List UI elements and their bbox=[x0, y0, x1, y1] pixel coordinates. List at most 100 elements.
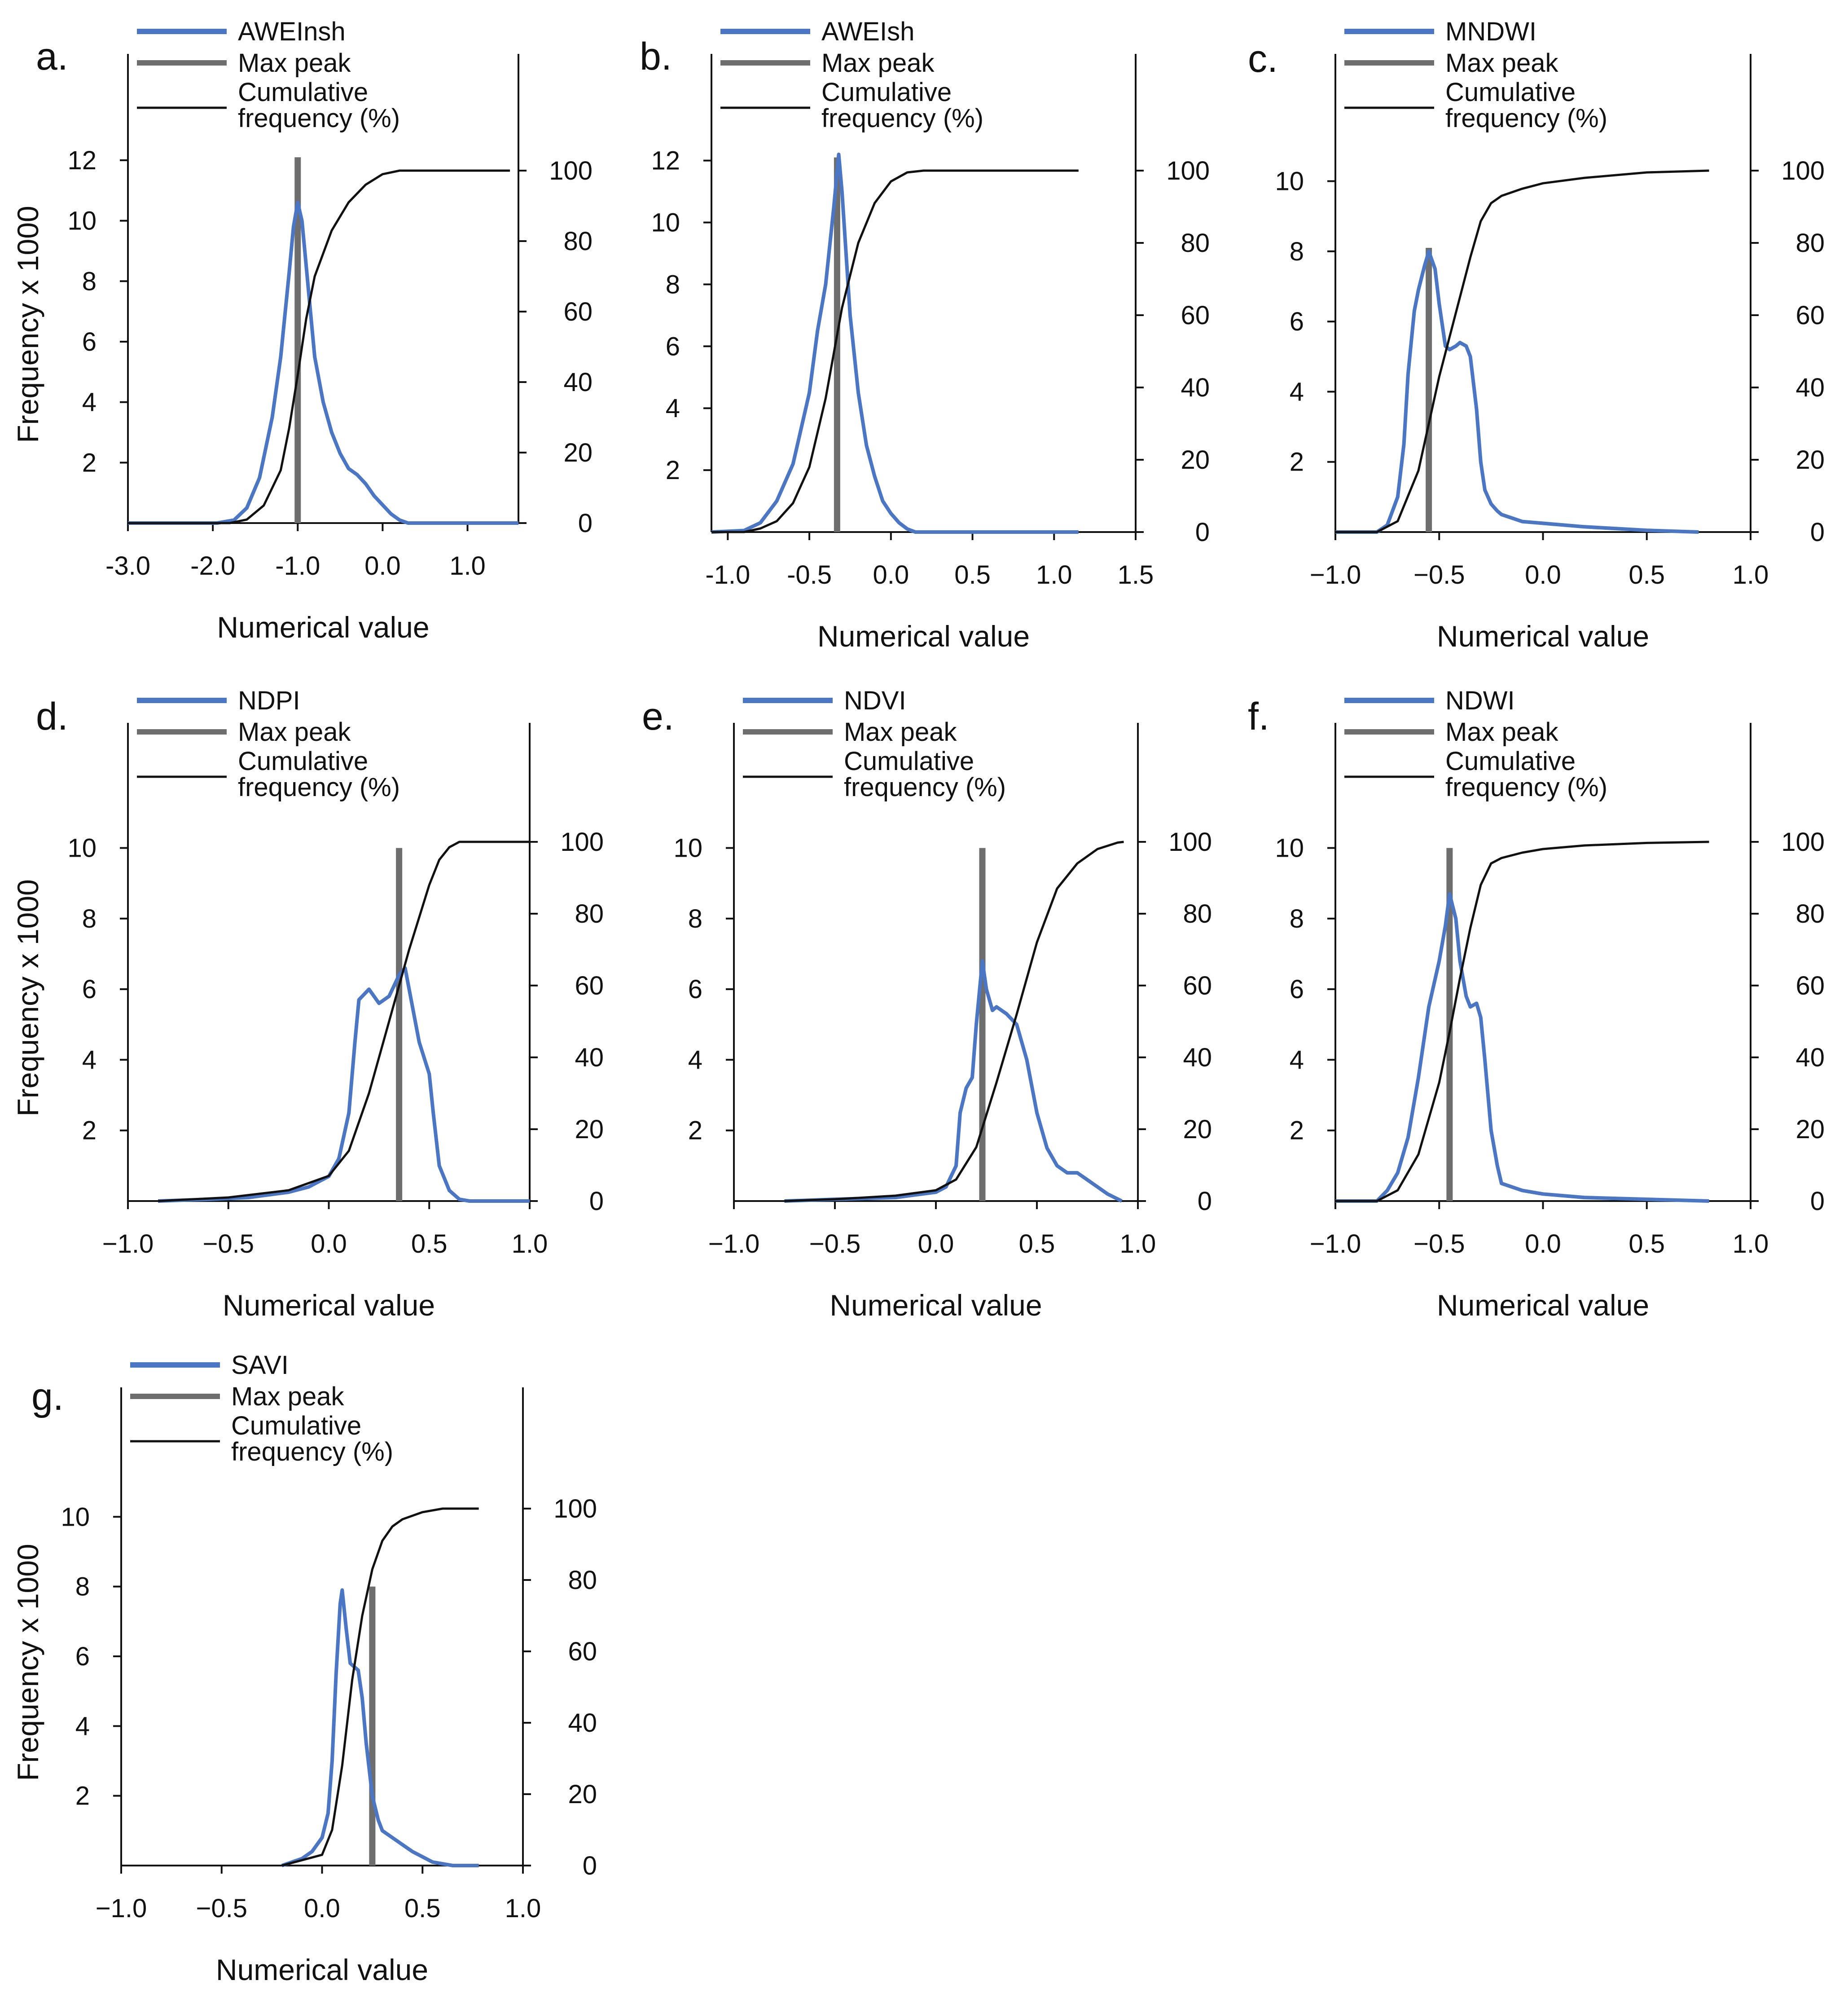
legend-label-peak: Max peak bbox=[1445, 717, 1558, 747]
y2-tick-label: 60 bbox=[1795, 971, 1825, 1000]
frequency-line bbox=[128, 201, 518, 525]
legend-label-cumulative-line: frequency (%) bbox=[238, 773, 400, 802]
legend-label-frequency: NDVI bbox=[844, 686, 906, 715]
y2-tick-label: 100 bbox=[560, 827, 604, 857]
legend-label-peak: Max peak bbox=[231, 1382, 344, 1411]
x-tick-label: 1.0 bbox=[449, 551, 486, 581]
cumulative-line bbox=[128, 169, 510, 524]
x-tick-label: 1.0 bbox=[1733, 1229, 1769, 1259]
y-tick-label: 6 bbox=[82, 975, 97, 1004]
y-tick-label: 2 bbox=[666, 456, 680, 485]
frequency-line bbox=[158, 966, 530, 1203]
y-tick-label: 4 bbox=[1290, 1045, 1304, 1074]
y2-tick-label: 60 bbox=[575, 971, 604, 1000]
legend-label-cumulative-line: frequency (%) bbox=[238, 104, 400, 133]
legend-label-cumulative-line: Cumulative bbox=[1445, 747, 1576, 776]
y2-tick-label: 40 bbox=[575, 1043, 604, 1072]
y2-tick-label: 80 bbox=[568, 1566, 597, 1595]
legend-label-cumulative-line: Cumulative bbox=[238, 747, 368, 776]
x-tick-label: −1.0 bbox=[1310, 560, 1361, 590]
legend-label-cumulative: Cumulative frequency (%) bbox=[1445, 747, 1607, 802]
x-tick-label: 0.5 bbox=[1019, 1229, 1055, 1259]
legend-label-frequency: NDPI bbox=[238, 686, 300, 715]
x-tick-label: −0.5 bbox=[196, 1894, 248, 1923]
x-tick-label: −0.5 bbox=[203, 1229, 255, 1259]
x-tick-label: -2.0 bbox=[190, 551, 235, 581]
panel-label: g. bbox=[31, 1375, 64, 1418]
y-tick-label: 8 bbox=[666, 270, 680, 299]
y2-tick-label: 60 bbox=[1795, 301, 1825, 330]
y2-tick-label: 100 bbox=[1168, 827, 1212, 857]
y2-tick-label: 0 bbox=[1810, 518, 1825, 547]
x-tick-label: -3.0 bbox=[105, 551, 150, 581]
y-tick-label: 4 bbox=[75, 1712, 90, 1741]
x-tick-label: 1.0 bbox=[1733, 560, 1769, 590]
y2-tick-label: 80 bbox=[575, 899, 604, 929]
legend-label-cumulative: Cumulative frequency (%) bbox=[238, 747, 400, 802]
legend-label-cumulative-line: Cumulative bbox=[821, 78, 952, 107]
y-tick-label: 2 bbox=[82, 1116, 97, 1145]
x-tick-label: −1.0 bbox=[102, 1229, 154, 1259]
y-tick-label: 10 bbox=[67, 207, 97, 236]
legend-label-cumulative: Cumulative frequency (%) bbox=[821, 78, 983, 133]
y2-tick-label: 80 bbox=[1181, 229, 1210, 258]
y-tick-label: 6 bbox=[75, 1642, 90, 1671]
y-tick-label: 2 bbox=[1290, 448, 1304, 477]
legend-label-peak: Max peak bbox=[821, 48, 935, 78]
y-tick-label: 4 bbox=[82, 388, 97, 417]
y-tick-label: 10 bbox=[1275, 167, 1304, 196]
x-tick-label: 0.0 bbox=[311, 1229, 347, 1259]
chart-panel: -3.0 -2.0 -1.0 0.0 1.0 2 4 6 8 10 12 0 20 40 60 80 100 Nu… bbox=[11, 17, 593, 644]
y2-tick-label: 60 bbox=[1183, 971, 1212, 1000]
y-tick-label: 4 bbox=[82, 1045, 97, 1074]
legend-label-cumulative-line: Cumulative bbox=[844, 747, 974, 776]
y2-tick-label: 80 bbox=[1795, 899, 1825, 929]
y-axis-title: Frequency x 1000 bbox=[11, 1544, 44, 1781]
x-tick-label: −0.5 bbox=[809, 1229, 861, 1259]
x-tick-label: −1.0 bbox=[96, 1894, 147, 1923]
cumulative-line bbox=[158, 841, 530, 1202]
y-tick-label: 2 bbox=[1290, 1116, 1304, 1145]
frequency-line bbox=[711, 152, 1079, 534]
y2-tick-label: 100 bbox=[1781, 827, 1825, 857]
x-tick-label: 0.5 bbox=[411, 1229, 448, 1259]
y-tick-label: 2 bbox=[82, 448, 97, 477]
legend-label-cumulative: Cumulative frequency (%) bbox=[238, 78, 400, 133]
legend-label-peak: Max peak bbox=[238, 717, 351, 747]
chart-panel: −1.0 −0.5 0.0 0.5 1.0246810020406080100Numer… bbox=[11, 1351, 597, 1986]
y-tick-label: 8 bbox=[1290, 237, 1304, 266]
legend-label-cumulative-line: Cumulative bbox=[231, 1411, 361, 1440]
frequency-line bbox=[281, 1588, 479, 1867]
chart-panel: -1.0 -0.5 0.0 0.5 1.0 1.5 2 4 6 8 10 12 0 20 40 60 80 100… bbox=[640, 17, 1210, 653]
legend-label-cumulative-line: frequency (%) bbox=[231, 1437, 393, 1466]
y2-tick-label: 20 bbox=[1183, 1115, 1212, 1144]
y2-tick-label: 0 bbox=[578, 509, 593, 538]
y-tick-label: 8 bbox=[1290, 904, 1304, 933]
y-tick-label: 10 bbox=[67, 834, 97, 863]
legend-label-peak: Max peak bbox=[1445, 48, 1558, 78]
x-tick-label: -1.0 bbox=[275, 551, 320, 581]
panel-label: b. bbox=[640, 35, 672, 78]
cumulative-line bbox=[711, 169, 1079, 533]
y2-tick-label: 20 bbox=[1795, 1115, 1825, 1144]
legend-label-cumulative-line: Cumulative bbox=[1445, 78, 1576, 107]
panel-label: a. bbox=[36, 35, 68, 78]
y-tick-label: 8 bbox=[75, 1572, 90, 1602]
x-tick-label: −0.5 bbox=[1413, 560, 1465, 590]
x-axis-title: Numerical value bbox=[1437, 620, 1649, 653]
y2-tick-label: 100 bbox=[1781, 156, 1825, 185]
y2-tick-label: 40 bbox=[1795, 373, 1825, 402]
chart-panel: −1.0 −0.5 0.0 0.5 1.0246810020406080100Numer… bbox=[1248, 686, 1825, 1322]
legend-label-cumulative: Cumulative frequency (%) bbox=[1445, 78, 1607, 133]
panel-label: c. bbox=[1248, 37, 1278, 80]
y-tick-label: 10 bbox=[673, 834, 702, 863]
x-tick-label: 0.5 bbox=[1629, 1229, 1665, 1259]
